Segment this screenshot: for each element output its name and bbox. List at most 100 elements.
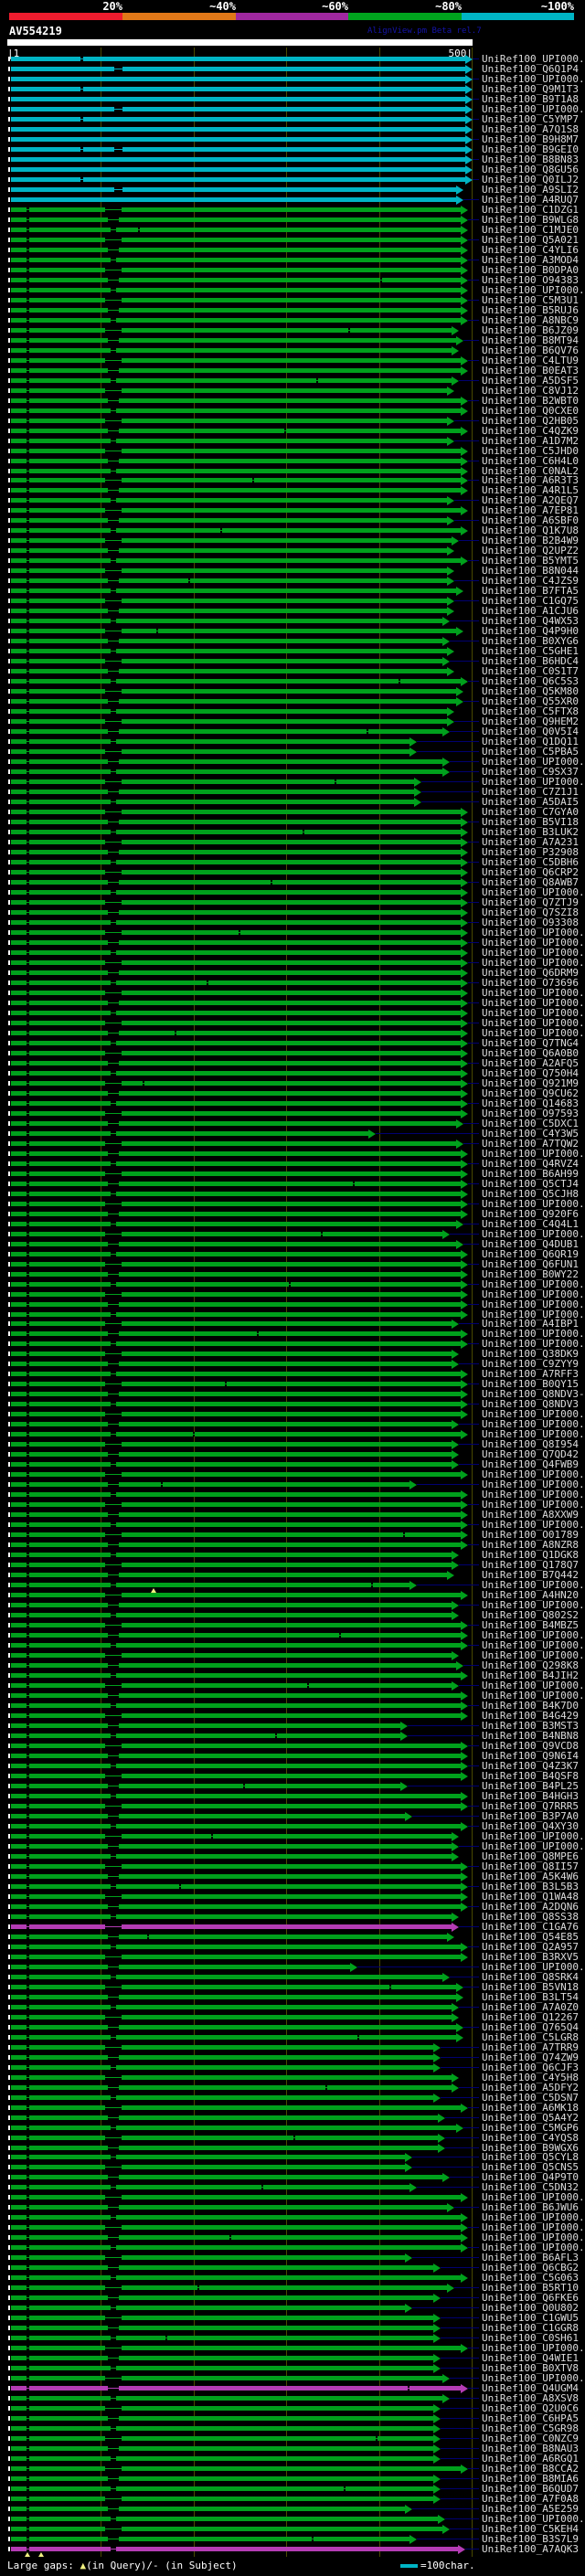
row-label[interactable]: UniRef100_A8NZR8 (482, 1539, 579, 1551)
row-label[interactable]: UniRef100_A7AQK3 (482, 2543, 579, 2555)
row-label[interactable]: UniRef100_UPI000.. (482, 776, 585, 788)
alignment-bar[interactable] (11, 1623, 461, 1627)
row-label[interactable]: UniRef100_UPI000.. (482, 2231, 585, 2243)
alignment-bar[interactable] (11, 1683, 452, 1688)
alignment-bar[interactable] (11, 1312, 461, 1317)
row-label[interactable]: UniRef100_UPI000.. (482, 103, 585, 115)
row-label[interactable]: UniRef100_C5M3U1 (482, 294, 579, 306)
row-label[interactable]: UniRef100_Q4P9H0 (482, 625, 579, 637)
row-label[interactable]: UniRef100_C1MJE0 (482, 224, 579, 236)
alignment-bar[interactable] (11, 1402, 461, 1406)
row-label[interactable]: UniRef100_B3P7A0 (482, 1810, 579, 1822)
alignment-bar[interactable] (11, 2376, 442, 2380)
alignment-bar[interactable] (11, 1975, 442, 1979)
row-label[interactable]: UniRef100_B7Q442 (482, 1569, 579, 1581)
row-label[interactable]: UniRef100_B3LT54 (482, 1991, 579, 2003)
row-label[interactable]: UniRef100_Q8II57 (482, 1860, 579, 1872)
row-label[interactable]: UniRef100_UPI000.. (482, 1680, 585, 1691)
alignment-bar[interactable] (11, 1532, 461, 1537)
row-label[interactable]: UniRef100_Q4FWB9 (482, 1458, 579, 1470)
alignment-bar[interactable] (11, 940, 461, 945)
row-label[interactable]: UniRef100_Q4XY30 (482, 1820, 579, 1832)
row-label[interactable]: UniRef100_A1D7M2 (482, 435, 579, 447)
row-label[interactable]: UniRef100_Q4WX53 (482, 615, 579, 627)
row-label[interactable]: UniRef100_A2QEQ7 (482, 494, 579, 506)
alignment-bar[interactable] (11, 2146, 438, 2150)
row-label[interactable]: UniRef100_B3LUK2 (482, 826, 579, 838)
alignment-bar[interactable] (11, 2456, 433, 2461)
alignment-bar[interactable] (11, 2136, 438, 2140)
row-label[interactable]: UniRef100_A8NBC9 (482, 314, 579, 326)
row-label[interactable]: UniRef100_B3L5B3 (482, 1881, 579, 1892)
row-label[interactable]: UniRef100_UPI000.. (482, 1027, 585, 1039)
alignment-bar[interactable] (11, 1563, 452, 1567)
alignment-bar[interactable] (11, 649, 447, 653)
row-label[interactable]: UniRef100_O97593 (482, 1108, 579, 1119)
row-label[interactable]: UniRef100_B8NAU3 (482, 2443, 579, 2454)
alignment-bar[interactable] (11, 588, 456, 593)
row-label[interactable]: UniRef100_UPI000.. (482, 1629, 585, 1641)
row-label[interactable]: UniRef100_Q298K8 (482, 1659, 579, 1671)
row-label[interactable]: UniRef100_C4YLI6 (482, 244, 579, 256)
row-label[interactable]: UniRef100_UPI000.. (482, 1428, 585, 1440)
alignment-bar[interactable] (11, 1784, 400, 1788)
alignment-bar[interactable] (11, 1021, 461, 1025)
alignment-bar[interactable] (11, 2476, 433, 2481)
alignment-bar[interactable] (11, 729, 442, 734)
alignment-bar[interactable] (11, 2496, 433, 2501)
row-label[interactable]: UniRef100_UPI000.. (482, 1830, 585, 1842)
alignment-bar[interactable] (11, 2316, 433, 2320)
alignment-bar[interactable] (11, 1362, 452, 1366)
alignment-bar[interactable] (11, 217, 461, 222)
alignment-bar[interactable] (11, 2446, 433, 2451)
alignment-bar[interactable] (11, 1442, 452, 1447)
alignment-bar[interactable] (11, 1081, 461, 1086)
row-label[interactable]: UniRef100_B6AH99 (482, 1168, 579, 1180)
row-label[interactable]: UniRef100_Q1WA48 (482, 1891, 579, 1903)
alignment-bar[interactable] (11, 2215, 461, 2220)
row-label[interactable]: UniRef100_A5DSF5 (482, 375, 579, 387)
alignment-bar[interactable] (11, 2527, 442, 2531)
alignment-bar[interactable] (11, 1935, 447, 1939)
alignment-bar[interactable] (11, 699, 456, 704)
alignment-bar[interactable] (11, 1834, 452, 1839)
row-label[interactable]: UniRef100_B3MST3 (482, 1720, 579, 1732)
row-label[interactable]: UniRef100_A6MK18 (482, 2102, 579, 2114)
alignment-bar[interactable] (11, 469, 461, 473)
alignment-bar[interactable] (11, 67, 465, 71)
alignment-bar[interactable] (11, 238, 461, 242)
row-label[interactable]: UniRef100_Q750H4 (482, 1067, 579, 1079)
alignment-bar[interactable] (11, 599, 447, 603)
row-label[interactable]: UniRef100_B5RT10 (482, 2282, 579, 2294)
alignment-bar[interactable] (11, 1583, 410, 1587)
alignment-bar[interactable] (11, 900, 461, 905)
alignment-bar[interactable] (11, 398, 461, 403)
alignment-bar[interactable] (11, 1754, 461, 1758)
row-label[interactable]: UniRef100_Q5CNS5 (482, 2161, 579, 2173)
row-label[interactable]: UniRef100_Q2U0C6 (482, 2402, 579, 2414)
row-label[interactable]: UniRef100_A8XXW9 (482, 1509, 579, 1521)
alignment-bar[interactable] (11, 97, 465, 101)
alignment-bar[interactable] (11, 127, 465, 132)
alignment-bar[interactable] (11, 930, 461, 935)
alignment-bar[interactable] (11, 739, 410, 744)
alignment-bar[interactable] (11, 890, 461, 895)
row-label[interactable]: UniRef100_Q921M9 (482, 1077, 579, 1089)
row-label[interactable]: UniRef100_Q6FUN1 (482, 1258, 579, 1270)
row-label[interactable]: UniRef100_Q4RVZ4 (482, 1158, 579, 1170)
row-label[interactable]: UniRef100_Q5CTJ4 (482, 1178, 579, 1190)
alignment-bar[interactable] (11, 1723, 400, 1728)
alignment-bar[interactable] (11, 2306, 405, 2310)
row-label[interactable]: UniRef100_UPI000.. (482, 1468, 585, 1480)
alignment-bar[interactable] (11, 810, 461, 814)
alignment-bar[interactable] (11, 1703, 461, 1708)
alignment-bar[interactable] (11, 960, 461, 965)
row-label[interactable]: UniRef100_Q6QR19 (482, 1248, 579, 1260)
alignment-bar[interactable] (11, 1121, 456, 1126)
alignment-bar[interactable] (11, 1945, 461, 1949)
alignment-bar[interactable] (11, 518, 447, 523)
row-label[interactable]: UniRef100_Q2A957 (482, 1941, 579, 1953)
alignment-bar[interactable] (11, 1222, 456, 1226)
alignment-bar[interactable] (11, 2507, 405, 2511)
alignment-bar[interactable] (11, 1111, 461, 1116)
